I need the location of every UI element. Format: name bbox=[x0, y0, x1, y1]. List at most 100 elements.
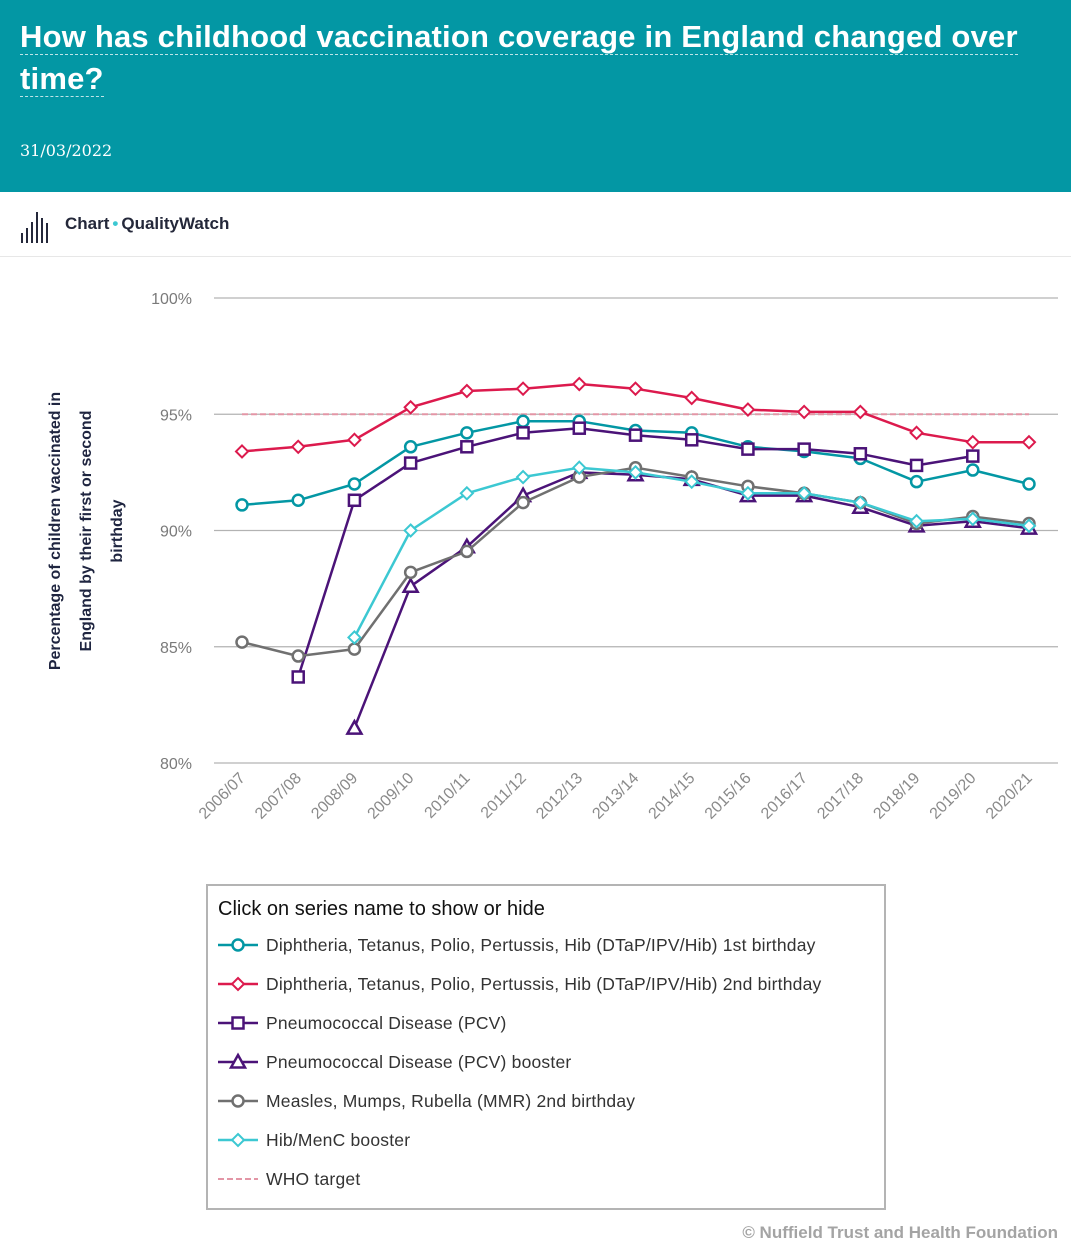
legend-symbol-circle bbox=[218, 938, 258, 952]
x-tick-label: 2013/14 bbox=[589, 770, 642, 823]
bar-chart-icon bbox=[21, 212, 48, 243]
series-2 bbox=[291, 421, 980, 684]
data-point bbox=[740, 402, 756, 418]
gridlines bbox=[214, 297, 1058, 764]
org-label: QualityWatch bbox=[121, 214, 230, 233]
legend-label: Diphtheria, Tetanus, Polio, Pertussis, H… bbox=[266, 973, 822, 994]
data-point bbox=[571, 460, 587, 476]
legend-item-5[interactable]: Hib/MenC booster bbox=[216, 1125, 410, 1155]
y-tick-label: 100% bbox=[151, 291, 192, 308]
page-title-text: How has childhood vaccination coverage i… bbox=[20, 19, 1018, 97]
series-3 bbox=[345, 462, 1039, 735]
series-5 bbox=[347, 460, 1037, 645]
data-point bbox=[516, 414, 530, 428]
data-point bbox=[628, 428, 643, 442]
legend-label: Pneumococcal Disease (PCV) booster bbox=[266, 1051, 572, 1072]
legend-item-2[interactable]: Pneumococcal Disease (PCV) bbox=[216, 1008, 507, 1038]
data-point bbox=[628, 464, 643, 480]
chart-label: Chart bbox=[65, 214, 110, 233]
data-point bbox=[909, 425, 924, 441]
series-line bbox=[353, 471, 1030, 729]
legend-item-4[interactable]: Measles, Mumps, Rubella (MMR) 2nd birthd… bbox=[216, 1086, 635, 1116]
brand-label: Chart • QualityWatch bbox=[65, 214, 229, 234]
legend-marker bbox=[231, 1094, 245, 1108]
data-point bbox=[515, 469, 531, 485]
data-point bbox=[234, 444, 250, 459]
data-point bbox=[684, 433, 699, 447]
data-point bbox=[460, 440, 474, 454]
data-point bbox=[852, 495, 868, 511]
page-title: How has childhood vaccination coverage i… bbox=[20, 16, 1055, 100]
data-point bbox=[291, 493, 305, 508]
legend-item-6[interactable]: WHO target bbox=[216, 1164, 360, 1194]
x-tick-label: 2020/21 bbox=[983, 770, 1036, 823]
legend-marker bbox=[231, 938, 245, 952]
x-tick-label: 2012/13 bbox=[533, 770, 586, 823]
x-tick-label: 2019/20 bbox=[927, 770, 980, 823]
copyright-credit: © Nuffield Trust and Health Foundation bbox=[742, 1223, 1058, 1242]
x-axis-ticks: 2006/07 2007/08 2008/09 2009/10 2010/11 2011/… bbox=[196, 770, 1036, 823]
legend-label: Hib/MenC booster bbox=[266, 1129, 411, 1150]
legend-symbol-square bbox=[218, 1016, 258, 1030]
legend-marker bbox=[228, 1052, 248, 1069]
data-point bbox=[741, 442, 755, 456]
brand-separator: • bbox=[112, 214, 119, 233]
x-tick-label: 2016/17 bbox=[758, 770, 811, 823]
series-group bbox=[234, 376, 1039, 735]
y-tick-label: 80% bbox=[160, 756, 192, 773]
publish-date: 31/03/2022 bbox=[20, 141, 113, 160]
data-point bbox=[347, 432, 362, 448]
y-axis-label-line: Percentage of children vaccinated in bbox=[47, 392, 64, 670]
y-axis-label-line: birthday bbox=[109, 499, 126, 562]
data-point bbox=[516, 426, 530, 440]
x-tick-label: 2006/07 bbox=[196, 770, 249, 823]
data-point bbox=[403, 523, 419, 538]
data-point bbox=[852, 404, 868, 420]
data-point bbox=[628, 381, 643, 397]
data-point bbox=[1022, 477, 1036, 491]
header-banner: How has childhood vaccination coverage i… bbox=[0, 0, 1071, 192]
legend-label: Pneumococcal Disease (PCV) bbox=[266, 1012, 507, 1033]
x-tick-label: 2011/12 bbox=[478, 770, 530, 822]
line-chart: 80%85%90%95%100% 2006/07 2007/08 2008/09 20… bbox=[47, 291, 1058, 823]
data-point bbox=[347, 642, 362, 656]
legend-symbol-diamond bbox=[218, 1132, 258, 1148]
data-point bbox=[965, 434, 981, 450]
legend-item-3[interactable]: Pneumococcal Disease (PCV) booster bbox=[216, 1047, 571, 1077]
legend-marker bbox=[230, 1132, 246, 1148]
x-tick-label: 2018/19 bbox=[870, 770, 923, 823]
legend-item-0[interactable]: Diphtheria, Tetanus, Polio, Pertussis, H… bbox=[216, 930, 816, 960]
x-tick-label: 2017/18 bbox=[814, 770, 867, 823]
y-axis-ticks: 80% 85% 90% 95% 100% bbox=[151, 291, 192, 773]
data-point bbox=[403, 440, 418, 454]
series-1 bbox=[234, 376, 1037, 459]
data-point bbox=[796, 404, 812, 420]
data-point bbox=[966, 463, 980, 477]
data-point bbox=[291, 649, 305, 663]
data-point bbox=[401, 576, 420, 594]
legend-label: WHO target bbox=[266, 1168, 361, 1189]
legend-marker bbox=[231, 1016, 245, 1030]
data-point bbox=[460, 426, 474, 440]
data-point bbox=[515, 381, 531, 397]
data-point bbox=[347, 477, 362, 491]
data-point bbox=[965, 511, 981, 527]
data-point bbox=[909, 513, 924, 529]
data-point bbox=[1021, 434, 1037, 450]
legend-symbol-none bbox=[218, 1178, 258, 1180]
y-tick-label: 95% bbox=[160, 407, 192, 424]
legend-item-1[interactable]: Diphtheria, Tetanus, Polio, Pertussis, H… bbox=[216, 969, 821, 999]
data-point bbox=[235, 498, 249, 512]
data-point bbox=[459, 485, 475, 501]
legend-title: Click on series name to show or hide bbox=[218, 898, 545, 920]
x-tick-label: 2008/09 bbox=[308, 770, 361, 823]
data-point bbox=[684, 390, 700, 406]
legend-marker bbox=[230, 976, 246, 992]
data-point bbox=[403, 399, 419, 415]
legend-symbol-diamond bbox=[218, 976, 258, 992]
legend: Click on series name to show or hide Dip… bbox=[206, 884, 886, 1210]
legend-symbol-triangle bbox=[218, 1052, 258, 1069]
data-point bbox=[235, 635, 249, 649]
data-point bbox=[459, 383, 475, 399]
data-point bbox=[347, 493, 362, 508]
